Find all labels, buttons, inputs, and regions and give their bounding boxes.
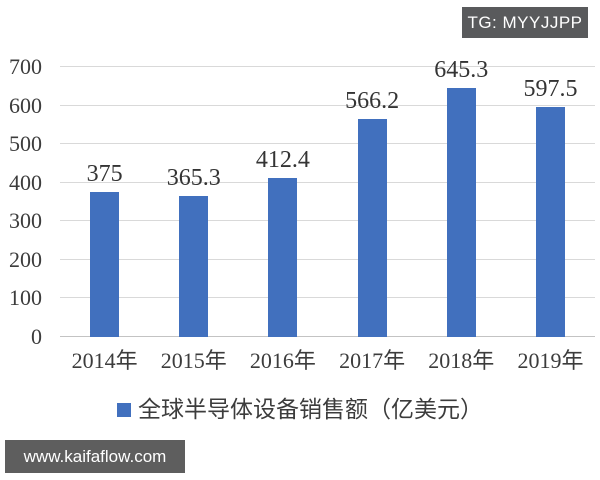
y-tick-label-100: 100: [9, 285, 42, 311]
y-tick-label-300: 300: [9, 208, 42, 234]
bar-value-label: 645.3: [434, 57, 489, 84]
bar-slot: 412.4: [238, 67, 327, 337]
x-tick-label-2018年: 2018年: [428, 348, 495, 373]
y-tick-label-200: 200: [9, 246, 42, 272]
watermark-badge: www.kaifaflow.com: [5, 440, 185, 473]
y-tick-label-400: 400: [9, 169, 42, 195]
x-axis-tick-labels: 2014年 2015年 2016年 2017年 2018年 2019年: [60, 347, 595, 375]
x-tick-label-2014年: 2014年: [71, 348, 138, 373]
bar-2016年: [268, 177, 298, 337]
telegram-badge-label: TG: MYYJJPP: [467, 12, 583, 32]
bar-value-label: 375: [86, 161, 123, 188]
bar-2014年: [90, 192, 120, 337]
y-tick-label-600: 600: [9, 92, 42, 118]
bar-slot: 566.2: [328, 67, 417, 337]
y-tick-label-500: 500: [9, 131, 42, 157]
bar-2015年: [179, 196, 209, 337]
bar-slot: 645.3: [417, 58, 506, 337]
x-tick-label-2017年: 2017年: [339, 348, 406, 373]
bar-2018年: [446, 88, 476, 337]
x-tick-label-2019年: 2019年: [517, 348, 584, 373]
bar-value-label: 365.3: [166, 165, 221, 192]
y-axis-tick-labels: 0 100 200 300 400 500 600 700: [0, 55, 50, 349]
gridline-500: [60, 143, 595, 145]
y-tick-label-700: 700: [9, 54, 42, 79]
plot-area: 375 365.3 412.4 566.2 645.3 597.5: [60, 58, 595, 337]
gridline-100: [60, 297, 595, 299]
bar-series: 375 365.3 412.4 566.2 645.3 597.5: [60, 58, 595, 337]
legend-label: 全球半导体设备销售额（亿美元）: [138, 397, 483, 422]
y-tick-label-0: 0: [31, 324, 42, 349]
bar-value-label: 566.2: [345, 87, 400, 114]
gridline-0: [60, 336, 595, 337]
watermark-label: www.kaifaflow.com: [23, 446, 167, 466]
bar-2019年: [535, 106, 565, 337]
gridline-600: [60, 104, 595, 106]
legend: 全球半导体设备销售额（亿美元）: [0, 394, 600, 426]
bar-2017年: [357, 118, 387, 337]
gridline-400: [60, 181, 595, 183]
gridline-300: [60, 220, 595, 222]
telegram-badge: TG: MYYJJPP: [462, 7, 588, 38]
bar-slot: 365.3: [149, 67, 238, 337]
bar-value-label: 597.5: [523, 75, 578, 102]
gridline-200: [60, 258, 595, 260]
bar-slot: 375: [60, 67, 149, 337]
bar-slot: 597.5: [506, 67, 595, 337]
x-tick-label-2015年: 2015年: [160, 348, 227, 373]
x-tick-label-2016年: 2016年: [249, 348, 316, 373]
bar-value-label: 412.4: [255, 146, 310, 173]
gridline-700: [60, 66, 595, 67]
legend-swatch-icon: [117, 403, 131, 417]
